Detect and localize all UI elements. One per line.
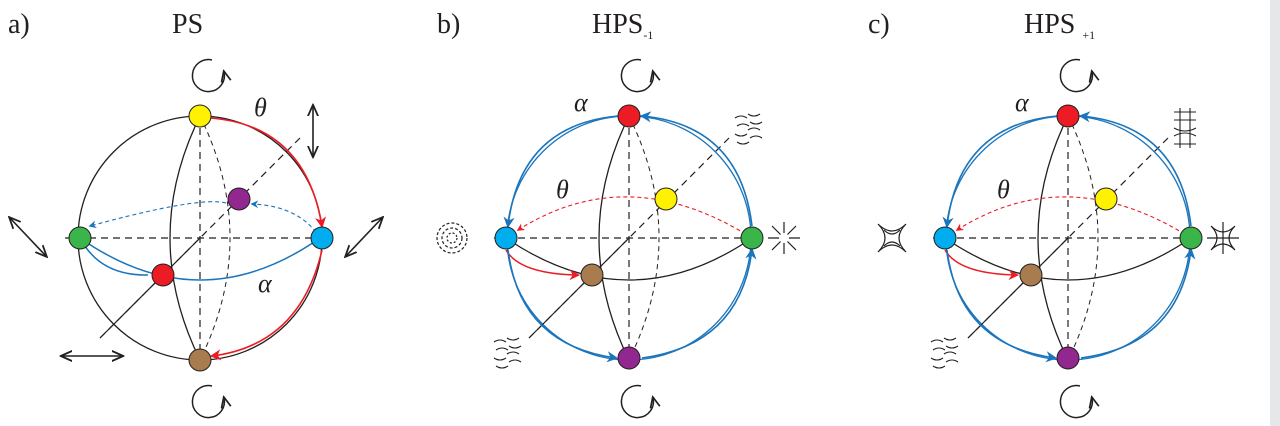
panel-b-title: HPS-1 xyxy=(592,9,653,42)
panel-c: c) HPS +1 α θ xyxy=(868,9,1239,419)
theta-label: θ xyxy=(997,175,1010,204)
front-meridian xyxy=(1037,115,1069,361)
alpha-equator-arrow xyxy=(79,236,322,281)
alpha-arrow-lower-right xyxy=(641,247,757,359)
panel-b-tag: b) xyxy=(437,9,460,40)
spiral-pattern-icon-bottom xyxy=(493,337,522,369)
antidiagonal-polarization-icon xyxy=(346,218,382,256)
diagonal-axis-front xyxy=(967,237,1069,339)
diagonal-polarization-icon xyxy=(10,218,46,256)
hyperbolic-pattern-icon-top xyxy=(1173,108,1197,148)
yellow-point xyxy=(654,187,678,211)
circular-polarization-icon-top xyxy=(620,58,653,93)
panel-b-title-main: HPS xyxy=(592,9,643,40)
brown-point xyxy=(1019,263,1043,287)
alpha-arrow-lower-left xyxy=(946,249,1058,363)
front-equator xyxy=(944,237,1192,281)
right-edge-strip xyxy=(1270,0,1280,426)
diagonal-axis-front xyxy=(99,237,201,339)
theta-short-arrow xyxy=(944,249,1020,281)
circular-polarization-icon-top xyxy=(191,58,224,93)
alpha-arrow-lower-left xyxy=(507,249,619,363)
spiral-pattern-icon-top xyxy=(734,113,763,145)
circular-polarization-icon-bottom xyxy=(620,384,653,419)
alpha-arrow-upper-left xyxy=(503,115,619,229)
hyperbolic-pattern-icon-right xyxy=(1207,222,1239,254)
back-meridian xyxy=(199,115,231,361)
theta-equator-arrow xyxy=(955,196,1192,239)
alpha-arrow-upper-left xyxy=(942,115,1058,229)
back-equator-arrow xyxy=(88,201,227,229)
front-meridian xyxy=(169,115,201,361)
alpha-label: α xyxy=(258,269,273,298)
back-meridian xyxy=(1067,115,1099,361)
radial-pattern-icon xyxy=(768,222,800,254)
panel-c-title-main: HPS xyxy=(1024,9,1082,40)
circular-polarization-icon-bottom xyxy=(191,384,224,419)
alpha-label: α xyxy=(1015,88,1030,117)
brown-point xyxy=(188,348,212,372)
back-meridian xyxy=(628,115,660,361)
yellow-point xyxy=(1094,187,1118,211)
alpha-arrow-lower-right xyxy=(1080,247,1196,359)
cyan-point xyxy=(933,226,957,250)
purple-point xyxy=(1056,346,1080,370)
green-point xyxy=(740,226,764,250)
yellow-point xyxy=(188,104,212,128)
cyan-point xyxy=(310,226,334,250)
panel-c-title: HPS +1 xyxy=(1024,9,1095,42)
cyan-point xyxy=(494,226,518,250)
theta-label: θ xyxy=(556,175,569,204)
panel-a-title: PS xyxy=(172,9,203,40)
azimuthal-pattern-icon xyxy=(436,222,468,254)
panel-b-title-sub: -1 xyxy=(643,28,653,42)
theta-arrow-upper xyxy=(209,117,327,229)
purple-point xyxy=(617,346,641,370)
alpha-label: α xyxy=(574,88,589,117)
alpha-arrow-upper-right xyxy=(639,111,753,227)
circular-polarization-icon-top xyxy=(1059,58,1092,93)
alpha-arrow-upper-right xyxy=(1078,111,1192,227)
red-point xyxy=(151,263,175,287)
hyperbolic-pattern-icon-bottom xyxy=(930,337,959,369)
front-equator xyxy=(505,237,753,281)
theta-short-arrow xyxy=(505,249,581,281)
panel-c-title-sub: +1 xyxy=(1082,28,1095,42)
circular-polarization-icon-bottom xyxy=(1059,384,1092,419)
panel-a-title-main: PS xyxy=(172,9,203,40)
purple-point xyxy=(227,187,251,211)
green-point xyxy=(68,226,92,250)
panel-a-tag: a) xyxy=(8,9,30,40)
theta-equator-arrow xyxy=(516,196,753,239)
red-point xyxy=(617,104,641,128)
front-meridian xyxy=(598,115,630,361)
panel-c-tag: c) xyxy=(868,9,890,40)
brown-point xyxy=(580,263,604,287)
red-point xyxy=(1056,104,1080,128)
theta-label: θ xyxy=(254,93,267,122)
theta-arrow-lower xyxy=(209,249,323,361)
green-point xyxy=(1179,226,1203,250)
hyperbolic-pattern-icon-left xyxy=(877,223,907,253)
panel-a: a) PS θ α xyxy=(8,9,382,419)
diagonal-axis-front xyxy=(528,237,630,339)
panel-b: b) HPS-1 α θ xyxy=(436,9,800,419)
back-equator-arrow-2 xyxy=(250,200,321,239)
